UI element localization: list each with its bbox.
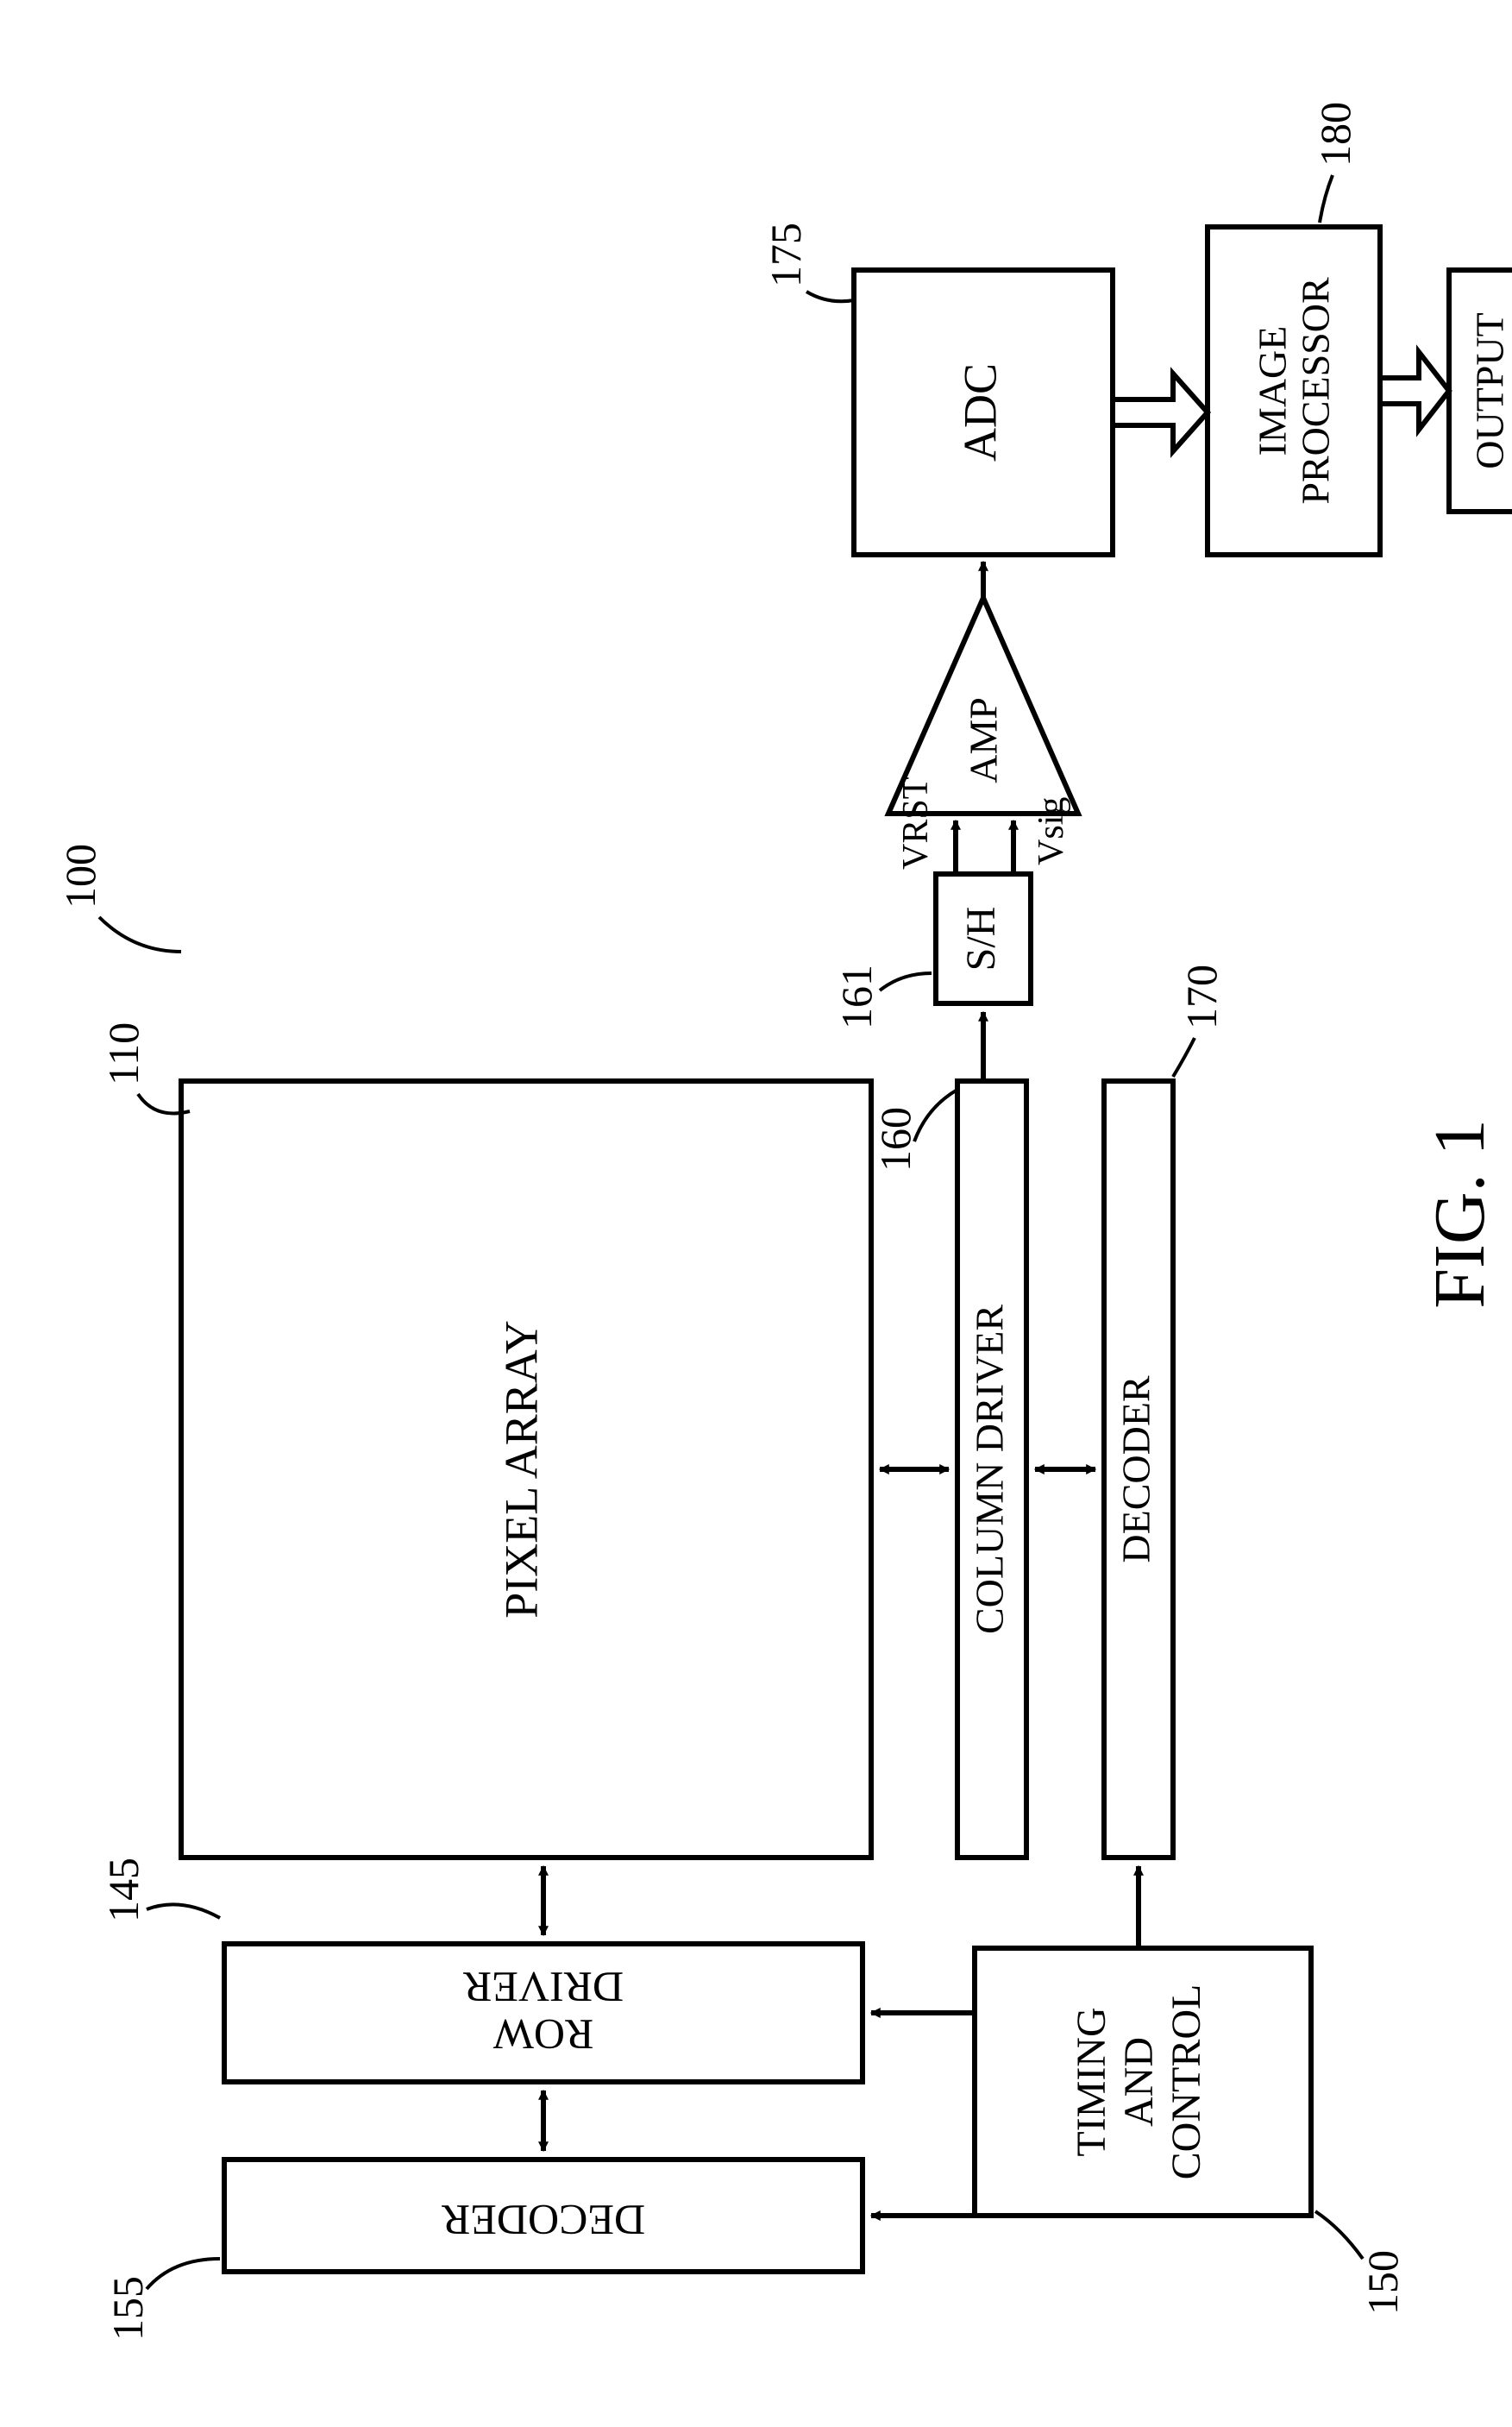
sh-label: S/H: [958, 907, 1004, 971]
figure-caption: FIG. 1: [1420, 1119, 1500, 1308]
pixel-array-label: PIXEL ARRAY: [495, 1320, 547, 1619]
lead-170: [1173, 1038, 1195, 1077]
lead-155: [147, 2259, 220, 2289]
lead-145: [147, 1904, 220, 1918]
lead-150: [1315, 2211, 1363, 2259]
signal-vsig: Vsig: [1032, 797, 1071, 865]
ref-100: 100: [56, 844, 104, 909]
image-processor-label-2: PROCESSOR: [1294, 277, 1338, 505]
lead-180: [1320, 175, 1333, 223]
hollow-arrow-imgproc-output: [1380, 352, 1449, 430]
row-decoder-label: DECODER: [441, 2197, 645, 2245]
lead-100: [99, 917, 181, 952]
ref-160: 160: [871, 1107, 919, 1172]
timing-label-1: TIMING: [1069, 2007, 1114, 2156]
lead-175: [806, 292, 854, 301]
hollow-arrow-adc-imgproc: [1113, 374, 1208, 451]
signal-vrst: VRST: [896, 777, 936, 870]
ref-110: 110: [99, 1022, 147, 1085]
ref-170: 170: [1177, 965, 1226, 1029]
lead-160: [914, 1090, 957, 1141]
timing-label-3: CONTROL: [1164, 1984, 1209, 2180]
row-driver-label-2: DRIVER: [462, 1964, 624, 2012]
ref-161: 161: [832, 965, 881, 1029]
row-driver-label-1: ROW: [492, 2011, 593, 2059]
amp-label: AMP: [962, 697, 1006, 783]
adc-label: ADC: [954, 363, 1006, 462]
ref-175: 175: [762, 223, 810, 287]
ref-145: 145: [99, 1858, 147, 1922]
ref-150: 150: [1358, 2250, 1407, 2315]
ref-155: 155: [104, 2276, 152, 2341]
timing-label-2: AND: [1116, 2037, 1162, 2127]
image-processor-label-1: IMAGE: [1251, 326, 1295, 456]
column-driver-label: COLUMN DRIVER: [968, 1305, 1012, 1634]
lead-161: [880, 973, 932, 990]
ref-180: 180: [1311, 102, 1359, 167]
col-decoder-label: DECODER: [1114, 1375, 1158, 1563]
output-label: OUTPUT: [1468, 312, 1512, 468]
